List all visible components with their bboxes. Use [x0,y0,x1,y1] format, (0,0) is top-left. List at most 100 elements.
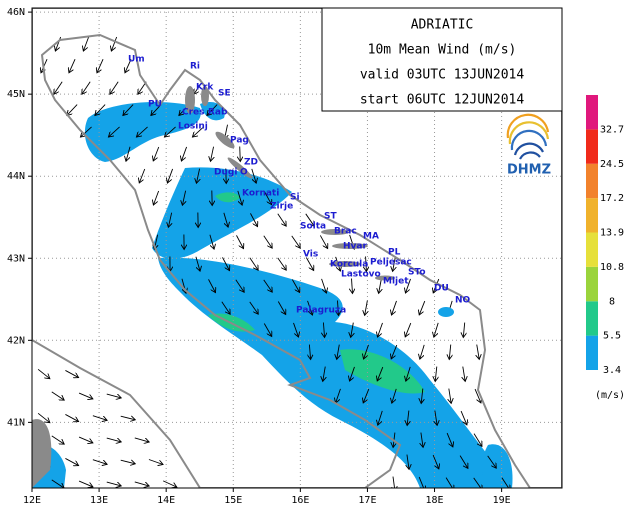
station-label: Ri [190,62,200,72]
wind-arrow [120,416,136,420]
wind-arrow [291,235,300,248]
title-line: valid 03UTC 13JUN2014 [360,68,525,83]
wind-arrow [80,126,92,137]
wind-arrow [474,388,481,403]
wind-arrow [210,146,213,162]
wind-arrow [237,190,242,205]
wind-arrow [134,481,149,486]
wind-area [152,167,292,259]
wind-arrow [393,256,396,272]
legend-label: 13.9 [600,228,624,239]
wind-arrow [51,391,64,400]
wind-arrow [363,388,370,403]
legend-swatch [586,301,598,336]
wind-arrow [449,344,451,360]
wind-arrow [37,412,50,422]
wind-arrow [291,279,299,292]
legend-swatch [586,95,598,130]
wind-arrow [473,433,482,447]
legend-swatch [586,335,598,370]
legend-label: 17.2 [600,193,624,204]
wind-arrow [366,256,367,272]
wind-arrow [378,322,383,337]
wind-arrow [337,300,338,316]
y-tick-label: 43N [7,253,25,264]
wind-arrow [139,168,146,183]
y-tick-label: 41N [7,417,25,428]
wind-arrow [463,366,465,382]
wind-arrow [501,477,510,488]
station-label: O [240,168,248,178]
wind-arrow [78,480,93,487]
wind-arrow [209,234,214,249]
wind-arrow [106,393,121,398]
wind-arrow [293,322,299,337]
wind-arrow [263,323,271,337]
wind-arrow [120,460,136,464]
wind-arrow [51,435,64,444]
station-label: Pag [230,136,249,146]
logo: DHMZ [506,113,551,178]
wind-arrow [97,58,104,73]
wind-arrow [352,278,353,294]
y-tick-label: 46N [7,7,25,18]
station-label: Losinj [178,122,208,132]
wind-arrow [249,257,258,270]
x-tick-label: 16E [291,495,309,506]
wind-arrow [236,235,243,248]
wind-arrow [222,257,229,270]
legend-swatch [586,129,598,164]
wind-arrow [365,300,368,316]
wind-arrow [207,104,218,116]
wind-arrow [194,81,203,94]
station-label: SE [218,89,231,99]
wind-area [340,349,425,394]
wind-arrow [435,410,437,426]
x-tick-label: 15E [224,495,242,506]
wind-arrow [391,300,397,315]
graticule [32,8,562,488]
station-label: NO [455,296,471,306]
axis-ticks: 12E 13E 14E 15E 16E 17E 18E 19E 41N 42N 43N 44N 45N 4… [7,7,511,506]
station-label: Cres [182,108,205,118]
wind-arrow [445,477,454,488]
wind-arrow [153,190,160,205]
wind-area [158,257,506,488]
wind-arrow [78,392,93,399]
legend-swatch [586,266,598,302]
wind-arrow [364,344,369,359]
wind-arrow [337,344,340,360]
x-tick-label: 19E [493,495,511,506]
wind-arrow [323,366,326,382]
wind-arrow [65,458,78,465]
station-label: Vis [303,250,318,260]
x-tick-label: 17E [358,495,376,506]
wind-arrow [421,432,423,448]
logo-swirl [506,113,550,160]
wind-arrow [65,370,78,377]
wind-arrow [351,322,354,338]
wind-arrow [51,479,64,488]
legend-label: 5.5 [603,331,621,342]
wind-arrow [407,410,409,426]
color-legend: 3.4 5.5 8 10.8 13.9 17.2 24.5 32.7 [586,95,624,376]
station-label: Brac [334,227,357,237]
wind-arrow [95,104,106,116]
station-label: Kornati [242,189,279,199]
wind-arrow [319,235,327,248]
wind-arrow [277,213,286,226]
wind-arrow [309,344,310,360]
station-label: Um [128,55,145,65]
wind-arrow [235,279,244,292]
wind-arrow [182,190,185,206]
wind-arrow [69,58,76,73]
station-label: Solta [300,222,326,232]
wind-arrow [405,322,412,337]
wind-arrow [240,146,241,162]
wind-arrow [111,36,118,51]
wind-arrow [405,278,411,293]
wind-arrow [391,344,398,359]
wind-arrow [168,212,171,228]
